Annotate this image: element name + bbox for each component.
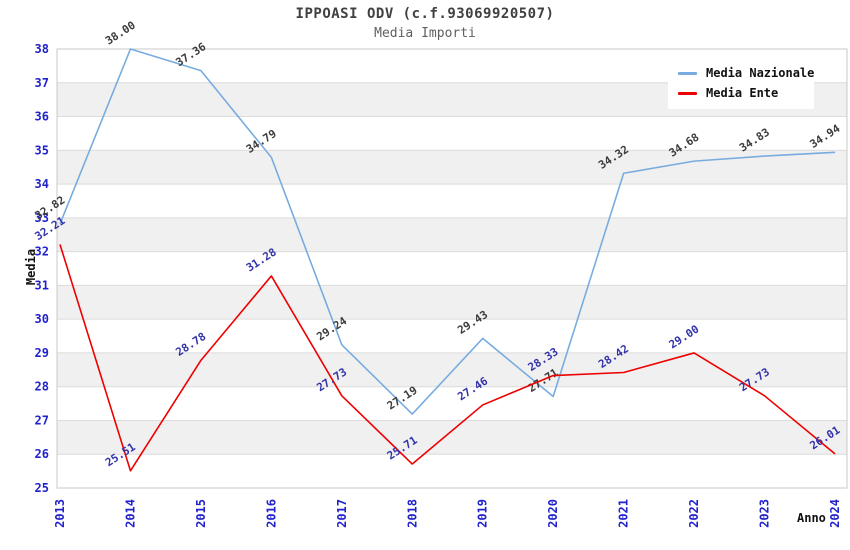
band bbox=[57, 285, 847, 320]
band bbox=[57, 420, 847, 455]
y-tick-label: 37 bbox=[35, 76, 49, 90]
legend-swatch-media-ente bbox=[678, 91, 697, 95]
legend-item-media-ente: Media Ente bbox=[678, 83, 814, 103]
band-group bbox=[57, 82, 847, 455]
y-tick-label: 28 bbox=[35, 380, 49, 394]
x-tick-label: 2023 bbox=[758, 499, 772, 528]
y-tick-label: 25 bbox=[35, 481, 49, 495]
x-tick-label: 2020 bbox=[546, 499, 560, 528]
y-tick-labels: 25 26 27 28 29 30 31 32 33 34 35 36 37 38 bbox=[35, 42, 49, 495]
x-tick-labels: 2013 2014 2015 2016 2017 2018 2019 2020 2021 2022… bbox=[53, 499, 842, 528]
x-tick-label: 2019 bbox=[476, 499, 490, 528]
y-tick-label: 33 bbox=[35, 211, 49, 225]
legend: Media Nazionale Media Ente bbox=[668, 57, 814, 109]
legend-item-media-nazionale: Media Nazionale bbox=[678, 63, 814, 83]
data-label: 38.00 bbox=[103, 19, 138, 48]
x-tick-label: 2014 bbox=[123, 499, 137, 528]
y-tick-label: 31 bbox=[35, 278, 49, 292]
y-tick-label: 35 bbox=[35, 143, 49, 157]
x-tick-label: 2021 bbox=[617, 499, 631, 528]
data-label: 29.00 bbox=[667, 322, 702, 351]
x-tick-label: 2024 bbox=[828, 499, 842, 528]
y-tick-label: 29 bbox=[35, 346, 49, 360]
plot-border bbox=[56, 48, 848, 489]
x-tick-label: 2016 bbox=[264, 499, 278, 528]
legend-label-media-ente: Media Ente bbox=[706, 86, 779, 100]
series-line-0 bbox=[59, 48, 836, 415]
y-tick-label: 30 bbox=[35, 312, 49, 326]
chart-subtitle: Media Importi bbox=[374, 26, 476, 41]
y-tick-label: 26 bbox=[35, 447, 49, 461]
y-tick-label: 32 bbox=[35, 245, 49, 259]
band bbox=[57, 352, 847, 387]
x-tick-label: 2017 bbox=[335, 499, 349, 528]
y-tick-label: 36 bbox=[35, 110, 49, 124]
x-tick-label: 2015 bbox=[194, 499, 208, 528]
data-label: 34.94 bbox=[808, 122, 843, 151]
x-tick-label: 2013 bbox=[53, 499, 67, 528]
chart-title: IPPOASI ODV (c.f.93069920507) bbox=[295, 6, 555, 22]
data-label: 37.36 bbox=[173, 40, 208, 69]
band bbox=[57, 150, 847, 185]
band bbox=[57, 217, 847, 252]
legend-label-media-nazionale: Media Nazionale bbox=[706, 66, 815, 80]
y-tick-label: 34 bbox=[35, 177, 49, 191]
y-tick-label: 27 bbox=[35, 413, 49, 427]
y-tick-label: 38 bbox=[35, 42, 49, 56]
x-axis-title: Anno bbox=[797, 511, 826, 525]
data-label: 27.19 bbox=[385, 384, 420, 413]
x-tick-label: 2022 bbox=[687, 499, 701, 528]
x-tick-label: 2018 bbox=[405, 499, 419, 528]
legend-swatch-media-nazionale bbox=[678, 71, 697, 75]
y-axis-title: Media bbox=[24, 248, 38, 286]
series-line-1 bbox=[59, 244, 836, 472]
